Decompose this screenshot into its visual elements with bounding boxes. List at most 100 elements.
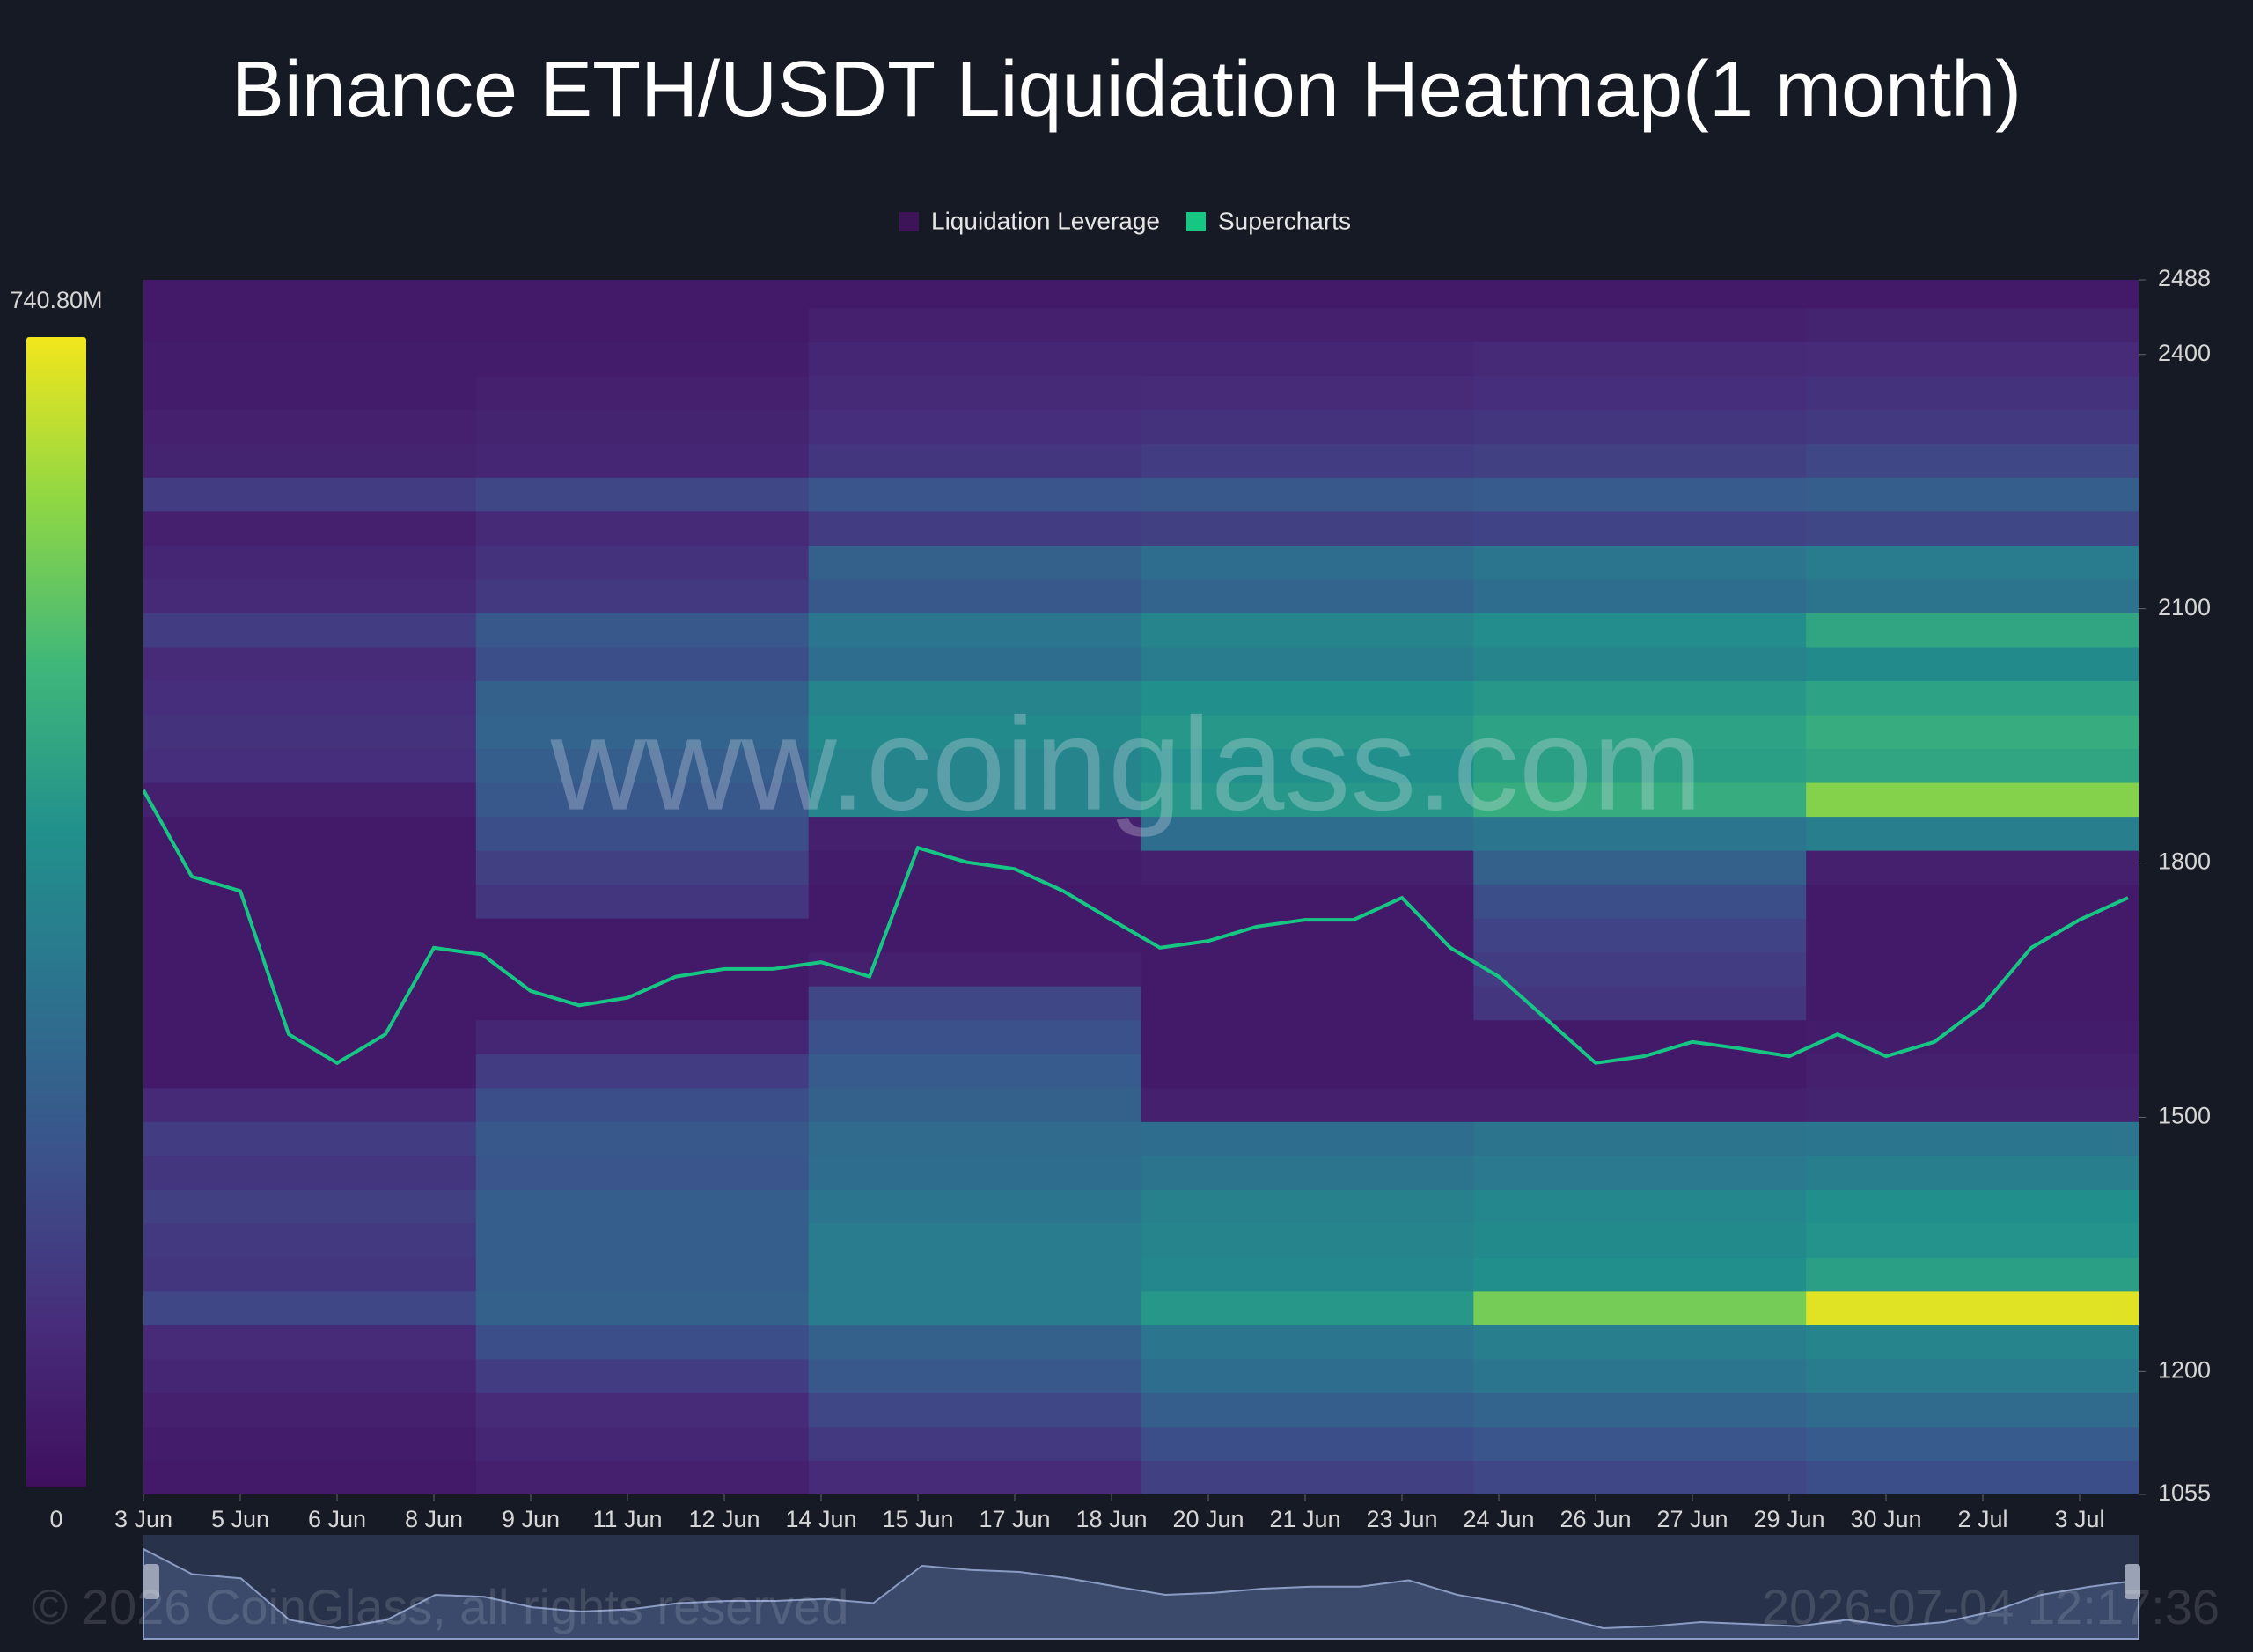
heat-cell: [1473, 1189, 1807, 1224]
heat-cell: [1806, 443, 2139, 478]
x-tick-label: 18 Jun: [1075, 1506, 1147, 1532]
heat-cell: [1473, 443, 1807, 478]
heat-cell: [808, 307, 1141, 342]
heat-cell: [1806, 748, 2139, 783]
heat-cell: [143, 816, 477, 851]
heat-cell: [1473, 918, 1807, 953]
heat-cell: [1806, 715, 2139, 750]
heat-cell: [1141, 307, 1474, 342]
heat-cell: [143, 1087, 477, 1122]
x-tick-label: 6 Jun: [308, 1506, 366, 1532]
heat-cell: [808, 545, 1141, 580]
heat-cell: [808, 1460, 1141, 1494]
heat-cell: [1806, 578, 2139, 613]
heat-cell: [1473, 307, 1807, 342]
heat-cell: [475, 1121, 810, 1156]
heat-cell: [475, 1189, 810, 1224]
heat-cell: [143, 748, 477, 783]
heat-cell: [143, 613, 477, 648]
x-tick-label: 5 Jun: [211, 1506, 269, 1532]
heat-cell: [1806, 375, 2139, 410]
heat-cell: [1473, 341, 1807, 377]
heat-cell: [475, 1460, 810, 1494]
navigator-handle[interactable]: [143, 1564, 159, 1599]
heat-cell: [143, 1189, 477, 1224]
heat-cell: [1141, 341, 1474, 377]
heat-cell: [1141, 578, 1474, 613]
copyright: © 2026 CoinGlass, all rights reserved: [32, 1579, 848, 1634]
heat-cell: [1806, 951, 2139, 987]
heat-cell: [1141, 1019, 1474, 1054]
heat-cell: [143, 510, 477, 546]
heat-cell: [143, 680, 477, 716]
y-tick-label: 1800: [2158, 848, 2211, 875]
heat-cell: [475, 884, 810, 919]
heat-cell: [808, 918, 1141, 953]
heat-cell: [143, 986, 477, 1021]
heat-cell: [1806, 1189, 2139, 1224]
heat-cell: [1141, 409, 1474, 444]
x-tick-label: 29 Jun: [1753, 1506, 1824, 1532]
heat-cell: [1806, 1155, 2139, 1190]
heat-cell: [808, 1426, 1141, 1461]
heat-cell: [1141, 443, 1474, 478]
heat-cell: [1141, 280, 1474, 309]
x-tick-label: 2 Jul: [1957, 1506, 2007, 1532]
heat-cell: [808, 1358, 1141, 1393]
navigator-handle[interactable]: [2125, 1564, 2140, 1599]
heat-cell: [1141, 1392, 1474, 1428]
heat-cell: [808, 748, 1141, 783]
heat-cell: [1806, 307, 2139, 342]
heat-cell: [143, 1358, 477, 1393]
heat-cell: [1473, 280, 1807, 309]
heat-cell: [1473, 1426, 1807, 1461]
heat-cell: [1473, 409, 1807, 444]
heat-cell: [1141, 1222, 1474, 1258]
heat-cell: [1806, 1358, 2139, 1393]
heat-cell: [1473, 748, 1807, 783]
heat-cell: [1473, 715, 1807, 750]
heat-cell: [1141, 986, 1474, 1021]
heat-cell: [808, 375, 1141, 410]
heat-cell: [475, 1392, 810, 1428]
heat-cell: [143, 1019, 477, 1054]
heat-cell: [1141, 782, 1474, 818]
x-tick-label: 20 Jun: [1172, 1506, 1244, 1532]
heat-cell: [475, 1019, 810, 1054]
heat-cell: [1806, 1121, 2139, 1156]
heat-cell: [1141, 1087, 1474, 1122]
heat-cell: [808, 646, 1141, 682]
heat-cell: [808, 1189, 1141, 1224]
heat-cell: [475, 646, 810, 682]
heat-cell: [143, 1257, 477, 1292]
heat-cell: [1141, 646, 1474, 682]
legend-swatch[interactable]: [1186, 212, 1206, 231]
heat-cell: [1473, 545, 1807, 580]
x-tick-label: 12 Jun: [688, 1506, 760, 1532]
heat-cell: [1141, 1121, 1474, 1156]
heat-cell: [1473, 1155, 1807, 1190]
heat-cell: [1473, 816, 1807, 851]
x-tick-label: 15 Jun: [882, 1506, 953, 1532]
heat-cell: [475, 375, 810, 410]
heat-cell: [1141, 510, 1474, 546]
heat-cell: [808, 782, 1141, 818]
heat-cell: [1806, 1257, 2139, 1292]
heat-cell: [1473, 510, 1807, 546]
heat-cell: [1806, 680, 2139, 716]
heat-cell: [1473, 951, 1807, 987]
heatmap: [143, 280, 2139, 1494]
x-tick-label: 24 Jun: [1463, 1506, 1534, 1532]
heat-cell: [1141, 884, 1474, 919]
legend-swatch[interactable]: [899, 212, 919, 231]
heat-cell: [808, 613, 1141, 648]
heat-cell: [808, 850, 1141, 885]
heat-cell: [1141, 850, 1474, 885]
heat-cell: [1141, 680, 1474, 716]
heat-cell: [475, 1257, 810, 1292]
heat-cell: [1806, 1054, 2139, 1089]
heat-cell: [1806, 1325, 2139, 1360]
price-line: [143, 789, 2129, 1066]
y-tick-label: 1055: [2158, 1479, 2211, 1506]
